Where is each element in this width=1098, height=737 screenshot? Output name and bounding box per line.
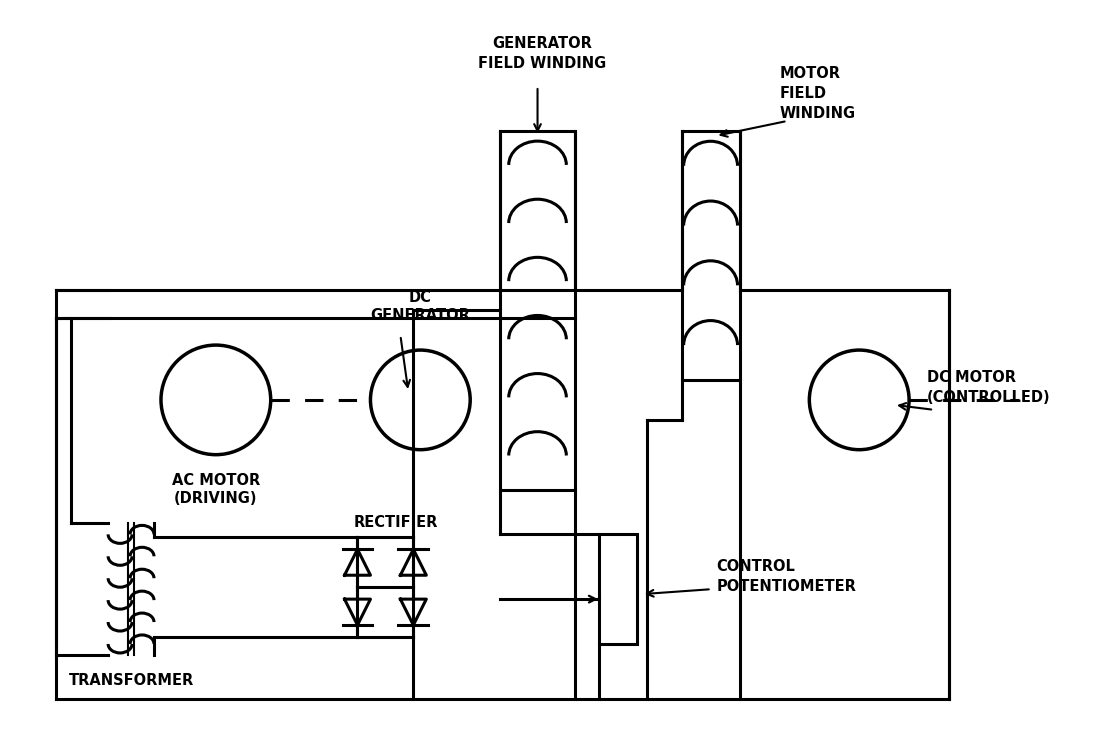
Text: DC MOTOR: DC MOTOR (927, 370, 1016, 385)
Bar (598, 534, 637, 644)
Text: FIELD: FIELD (780, 86, 827, 101)
Text: FIELD WINDING: FIELD WINDING (479, 56, 606, 71)
Text: GENERATOR: GENERATOR (370, 308, 470, 324)
Text: MOTOR: MOTOR (780, 66, 840, 81)
Text: TRANSFORMER: TRANSFORMER (68, 673, 193, 688)
Text: DC: DC (408, 290, 432, 305)
Text: WINDING: WINDING (780, 106, 855, 121)
Text: CONTROL: CONTROL (717, 559, 795, 574)
Text: (DRIVING): (DRIVING) (175, 491, 258, 506)
Text: GENERATOR: GENERATOR (493, 36, 593, 52)
Text: (CONTROLLED): (CONTROLLED) (927, 390, 1051, 405)
Text: RECTIFIER: RECTIFIER (354, 515, 438, 531)
Text: AC MOTOR: AC MOTOR (171, 472, 260, 488)
Text: POTENTIOMETER: POTENTIOMETER (717, 579, 856, 594)
